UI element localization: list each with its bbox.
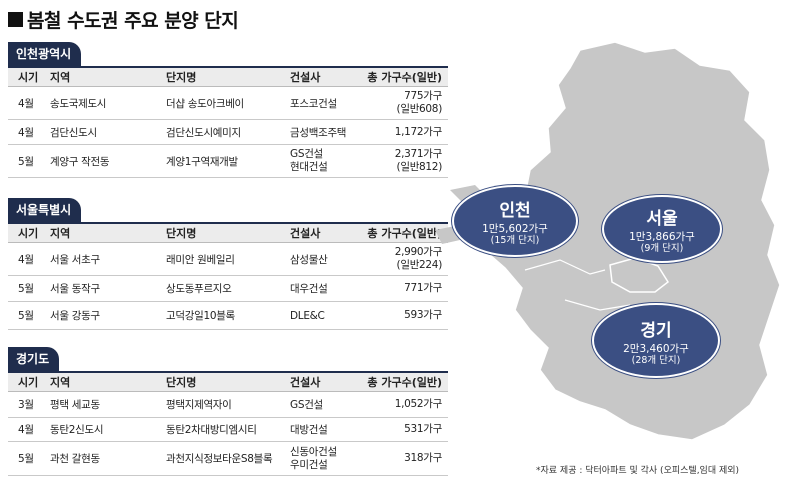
cell-units: 318가구 [404, 452, 442, 464]
cell-units: 2,990가구 (일반224) [394, 246, 443, 271]
section-label: 서울특별시 [8, 198, 82, 222]
cell-units: 1,172가구 [394, 125, 443, 138]
cell-name: 검단신도시예미지 [166, 126, 241, 139]
cell-area: 평택 세교동 [50, 399, 100, 411]
table-row: 4월 서울 서초구 래미안 원베일리 삼성물산 2,990가구 (일반224) [8, 243, 448, 276]
cell-month: 4월 [18, 126, 34, 139]
table-row: 5월 서울 강동구 고덕강일10블록 DLE&C 593가구 [8, 302, 448, 330]
cell-month: 5월 [18, 453, 34, 465]
cell-area: 계양구 작전동 [50, 155, 110, 168]
cell-name: 평택지제역자이 [166, 399, 232, 411]
cell-builder: 대우건설 [290, 283, 328, 295]
header-area: 지역 [50, 227, 71, 240]
section-seoul: 서울특별시 시기 지역 단지명 건설사 총 가구수(일반) 4월 서울 서초구 … [8, 198, 448, 330]
cell-area: 동탄2신도시 [50, 424, 104, 436]
capital-area-map: 인천 1만5,602가구 (15개 단지) 서울 1만3,866가구 (9개 단… [430, 30, 800, 460]
header-area: 지역 [50, 71, 71, 84]
cell-units: 1,052가구 [394, 398, 443, 410]
title-text: 봄철 수도권 주요 분양 단지 [27, 10, 239, 32]
cell-builder: GS건설 [290, 399, 323, 411]
cell-name: 과천지식정보타운S8블록 [166, 453, 273, 465]
cell-month: 4월 [18, 253, 34, 266]
incheon-name: 인천 [499, 201, 531, 221]
title-square-icon [8, 12, 23, 27]
incheon-bubble: 인천 1만5,602가구 (15개 단지) [452, 185, 578, 257]
incheon-sub: (15개 단지) [490, 235, 540, 246]
cell-units: 771가구 [404, 282, 442, 294]
table-header: 시기 지역 단지명 건설사 총 가구수(일반) [8, 66, 448, 87]
cell-month: 4월 [18, 424, 34, 436]
cell-builder: 금성백조주택 [290, 126, 347, 139]
seoul-name: 서울 [646, 209, 678, 229]
source-note: *자료 제공 : 닥터아파트 및 각사 (오피스텔,임대 제외) [536, 466, 740, 476]
cell-units: 593가구 [404, 309, 442, 321]
section-incheon: 인천광역시 시기 지역 단지명 건설사 총 가구수(일반) 4월 송도국제도시 … [8, 42, 448, 178]
table-header: 시기 지역 단지명 건설사 총 가구수(일반) [8, 371, 448, 392]
header-month: 시기 [18, 227, 39, 240]
cell-builder: 포스코건설 [290, 97, 337, 110]
cell-month: 3월 [18, 399, 34, 411]
cell-area: 서울 서초구 [50, 253, 100, 266]
header-name: 단지명 [166, 376, 197, 389]
header-name: 단지명 [166, 227, 197, 240]
header-month: 시기 [18, 376, 39, 389]
table-row: 4월 동탄2신도시 동탄2차대방디엠시티 대방건설 531가구 [8, 418, 448, 442]
table-header: 시기 지역 단지명 건설사 총 가구수(일반) [8, 222, 448, 243]
cell-builder: 삼성물산 [290, 253, 328, 266]
section-gyeonggi: 경기도 시기 지역 단지명 건설사 총 가구수(일반) 3월 평택 세교동 평택… [8, 347, 448, 476]
seoul-bubble: 서울 1만3,866가구 (9개 단지) [602, 195, 722, 263]
table-row: 4월 검단신도시 검단신도시예미지 금성백조주택 1,172가구 [8, 120, 448, 145]
section-label: 인천광역시 [8, 42, 82, 66]
cell-area: 과천 갈현동 [50, 453, 100, 465]
cell-month: 5월 [18, 155, 34, 168]
cell-month: 5월 [18, 310, 34, 322]
cell-name: 동탄2차대방디엠시티 [166, 424, 257, 436]
seoul-count: 1만3,866가구 [629, 231, 695, 243]
cell-area: 송도국제도시 [50, 97, 107, 110]
header-units: 총 가구수(일반) [367, 70, 442, 84]
cell-month: 4월 [18, 97, 34, 110]
header-units: 총 가구수(일반) [367, 226, 442, 240]
cell-name: 더샵 송도아크베이 [166, 97, 244, 110]
seoul-sub: (9개 단지) [640, 243, 684, 254]
header-builder: 건설사 [290, 227, 321, 240]
header-units: 총 가구수(일반) [367, 375, 442, 389]
section-label: 경기도 [8, 347, 60, 371]
cell-area: 서울 강동구 [50, 310, 100, 322]
cell-month: 5월 [18, 283, 34, 295]
table-row: 4월 송도국제도시 더샵 송도아크베이 포스코건설 775가구 (일반608) [8, 87, 448, 120]
header-builder: 건설사 [290, 376, 321, 389]
table-row: 5월 서울 동작구 상도동푸르지오 대우건설 771가구 [8, 276, 448, 302]
header-name: 단지명 [166, 71, 197, 84]
cell-area: 서울 동작구 [50, 283, 100, 295]
gyeonggi-bubble: 경기 2만3,460가구 (28개 단지) [592, 303, 720, 378]
incheon-count: 1만5,602가구 [482, 223, 548, 235]
cell-name: 고덕강일10블록 [166, 310, 235, 322]
cell-builder: DLE&C [290, 309, 325, 322]
table-row: 5월 계양구 작전동 계양1구역재개발 GS건설 현대건설 2,371가구 (일반8… [8, 145, 448, 178]
header-builder: 건설사 [290, 71, 321, 84]
header-area: 지역 [50, 376, 71, 389]
cell-name: 래미안 원베일리 [166, 253, 235, 266]
table-row: 5월 과천 갈현동 과천지식정보타운S8블록 신동아건설 우미건설 318가구 [8, 442, 448, 476]
cell-builder: GS건설 현대건설 [290, 148, 328, 173]
gyeonggi-sub: (28개 단지) [631, 354, 681, 366]
cell-builder: 대방건설 [290, 424, 328, 436]
table-row: 3월 평택 세교동 평택지제역자이 GS건설 1,052가구 [8, 392, 448, 418]
gyeonggi-name: 경기 [640, 320, 672, 341]
cell-name: 계양1구역재개발 [166, 155, 238, 168]
header-month: 시기 [18, 71, 39, 84]
cell-area: 검단신도시 [50, 126, 97, 139]
cell-name: 상도동푸르지오 [166, 283, 232, 295]
cell-builder: 신동아건설 우미건설 [290, 445, 337, 471]
page-title: 봄철 수도권 주요 분양 단지 [8, 6, 239, 33]
cell-units: 2,371가구 (일반812) [394, 148, 443, 173]
gyeonggi-count: 2만3,460가구 [623, 342, 689, 355]
cell-units: 531가구 [404, 423, 442, 435]
cell-units: 775가구 (일반608) [396, 90, 443, 115]
